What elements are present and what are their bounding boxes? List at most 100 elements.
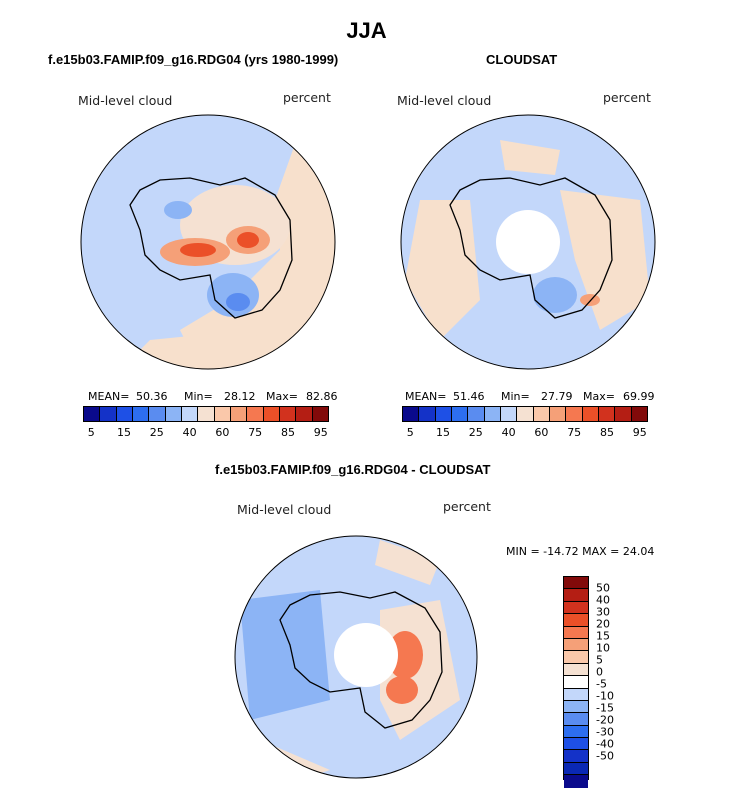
panel1-min-label: Min=	[184, 390, 213, 403]
panel1-colorbar-swatch-1	[100, 407, 117, 421]
panel3-colorbar-tick-label: -40	[596, 737, 614, 751]
panel1-min-value: 28.12	[224, 390, 256, 403]
panel2-colorbar-swatch-10	[566, 407, 583, 421]
panel3-colorbar-ticks: 50 40 30 20 15 10 5 0 -5 -10 -15 -20 -30 -40 -50	[596, 576, 636, 780]
panel1-colorbar	[83, 406, 329, 422]
panel3-colorbar-swatch-4	[564, 626, 588, 639]
panel1-mean-value: 50.36	[136, 390, 168, 403]
panel1-units-label: percent	[283, 90, 331, 105]
panel2-colorbar-tick-label: 60	[534, 426, 549, 439]
panel3-colorbar-swatch-3	[564, 614, 588, 627]
panel2-max-label: Max=	[583, 390, 615, 403]
panel3-colorbar-swatch-13	[564, 738, 588, 751]
panel2-variable-label: Mid-level cloud	[397, 93, 492, 108]
panel1-colorbar-swatch-8	[214, 407, 231, 421]
figure-title: JJA	[346, 18, 387, 43]
panel2-colorbar-tick-label: 25	[468, 426, 483, 439]
panel2-colorbar-tick-label: 15	[436, 426, 450, 439]
panel2-colorbar-tick-label: 40	[501, 426, 516, 439]
panel3-colorbar-swatch-2	[564, 601, 588, 615]
panel3-colorbar-tick-label: 20	[596, 617, 610, 631]
panel2-colorbar-swatch-7	[517, 407, 534, 421]
panel3-colorbar-tick-label: -10	[596, 689, 614, 703]
panel3-colorbar-swatch-16	[564, 775, 588, 788]
panel1-max-label: Max=	[266, 390, 298, 403]
panel2-colorbar-swatch-1	[419, 407, 436, 421]
panel2-max-value: 69.99	[623, 390, 655, 403]
panel2-min-label: Min=	[501, 390, 530, 403]
panel2-colorbar-tick-label: 85	[600, 426, 614, 439]
panel2-min-value: 27.79	[541, 390, 573, 403]
panel3-colorbar-tick-label: -30	[596, 725, 614, 739]
panel1-colorbar-swatch-11	[263, 407, 280, 421]
panel2-colorbar-swatch-5	[484, 407, 501, 421]
panel1-colorbar-tick-label: 25	[149, 426, 164, 439]
panel1-colorbar-tick-label: 15	[117, 426, 131, 439]
panel3-colorbar-swatch-1	[564, 589, 588, 602]
panel2-colorbar-swatch-8	[533, 407, 550, 421]
panel3-colorbar-tick-label: 15	[596, 629, 610, 643]
panel2-colorbar-swatch-14	[631, 407, 647, 421]
panel1-map	[81, 115, 335, 369]
panel1-colorbar-swatch-5	[165, 407, 182, 421]
panel1-colorbar-tick-label: 75	[248, 426, 263, 439]
panel3-colorbar-swatch-0	[564, 577, 588, 590]
panel1-colorbar-ticks: 5 15 25 40 60 75 85 95	[83, 426, 329, 440]
panel1-colorbar-swatch-4	[149, 407, 166, 421]
panel1-colorbar-swatch-6	[181, 407, 199, 421]
panel2-colorbar-swatch-2	[435, 407, 452, 421]
panel1-colorbar-swatch-13	[296, 407, 313, 421]
panel3-colorbar-swatch-6	[564, 651, 588, 664]
panel1-colorbar-tick-label: 5	[87, 426, 95, 439]
panel1-colorbar-tick-label: 95	[313, 426, 328, 439]
panel3-variable-label: Mid-level cloud	[237, 502, 332, 517]
panel3-colorbar-swatch-7	[564, 663, 588, 677]
panel2-map	[401, 115, 655, 369]
panel3-colorbar-swatch-11	[564, 713, 588, 726]
panel3-colorbar-swatch-8	[564, 676, 588, 689]
panel3-colorbar	[563, 576, 589, 788]
panel2-colorbar-tick-label: 5	[406, 426, 414, 439]
panel2-colorbar-swatch-6	[500, 407, 518, 421]
panel1-colorbar-swatch-10	[247, 407, 264, 421]
panel1-colorbar-tick-label: 85	[281, 426, 295, 439]
panel3-colorbar-swatch-5	[564, 638, 588, 652]
panel1-colorbar-swatch-2	[116, 407, 133, 421]
panel3-colorbar-tick-label: 0	[596, 665, 603, 679]
panel2-colorbar-swatch-9	[549, 407, 567, 421]
panel3-colorbar-tick-label: 5	[596, 653, 603, 667]
panel1-colorbar-swatch-0	[84, 407, 101, 421]
panel1-colorbar-swatch-9	[230, 407, 248, 421]
panel2-colorbar	[402, 406, 648, 422]
panel1-stats: MEAN= 50.36 Min= 28.12 Max= 82.86	[88, 390, 348, 404]
panel3-colorbar-tick-label: 10	[596, 641, 610, 655]
panel2-colorbar-swatch-4	[468, 407, 485, 421]
panel3-colorbar-tick-label: 30	[596, 605, 610, 619]
panel1-colorbar-swatch-14	[312, 407, 328, 421]
panel2-mean-value: 51.46	[453, 390, 485, 403]
panel1-variable-label: Mid-level cloud	[78, 93, 173, 108]
panel2-colorbar-tick-label: 95	[632, 426, 647, 439]
panel1-colorbar-swatch-12	[279, 407, 297, 421]
panel1-colorbar-swatch-3	[132, 407, 150, 421]
panel1-title: f.e15b03.FAMIP.f09_g16.RDG04 (yrs 1980-1…	[48, 52, 339, 67]
panel2-colorbar-ticks: 5 15 25 40 60 75 85 95	[402, 426, 648, 440]
panel2-units-label: percent	[603, 90, 651, 105]
panel3-units-label: percent	[443, 499, 491, 514]
panel2-colorbar-swatch-12	[598, 407, 616, 421]
panel1-max-value: 82.86	[306, 390, 338, 403]
panel3-colorbar-tick-label: -15	[596, 701, 614, 715]
panel3-colorbar-tick-label: -20	[596, 713, 614, 727]
panel2-colorbar-tick-label: 75	[567, 426, 582, 439]
panel2-colorbar-swatch-11	[582, 407, 599, 421]
panel1-colorbar-tick-label: 60	[215, 426, 230, 439]
panel1-colorbar-tick-label: 40	[182, 426, 197, 439]
panel3-colorbar-tick-label: 40	[596, 593, 610, 607]
panel3-colorbar-swatch-10	[564, 700, 588, 714]
panel3-colorbar-tick-label: 50	[596, 581, 610, 595]
panel3-colorbar-swatch-12	[564, 725, 588, 739]
panel3-colorbar-swatch-14	[564, 750, 588, 763]
panel2-mean-label: MEAN=	[405, 390, 447, 403]
panel1-colorbar-swatch-7	[198, 407, 215, 421]
